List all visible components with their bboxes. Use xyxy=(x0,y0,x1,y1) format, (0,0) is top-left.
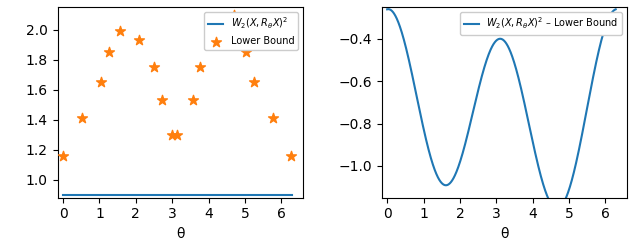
$W_2(X, R_\theta X)^2$ xyxy=(288,193,296,196)
Lower Bound xyxy=(167,133,177,137)
$W_2(X, R_\theta X)^2$ xyxy=(199,193,207,196)
$W_2(X, R_\theta X)^2$ – Lower Bound xyxy=(562,197,570,200)
$W_2(X, R_\theta X)^2$ xyxy=(266,193,274,196)
$W_2(X, R_\theta X)^2$ – Lower Bound xyxy=(476,82,484,85)
$W_2(X, R_\theta X)^2$ – Lower Bound xyxy=(566,185,574,188)
$W_2(X, R_\theta X)^2$ xyxy=(60,193,67,196)
Legend: $W_2(X, R_\theta X)^2$, Lower Bound: $W_2(X, R_\theta X)^2$, Lower Bound xyxy=(205,12,298,50)
$W_2(X, R_\theta X)^2$ xyxy=(195,193,203,196)
$W_2(X, R_\theta X)^2$ xyxy=(60,193,68,196)
$W_2(X, R_\theta X)^2$ – Lower Bound xyxy=(383,8,391,11)
Lower Bound xyxy=(172,133,182,137)
Lower Bound xyxy=(241,50,251,54)
$W_2(X, R_\theta X)^2$ – Lower Bound xyxy=(484,55,492,58)
Lower Bound xyxy=(211,38,221,42)
$W_2(X, R_\theta X)^2$ – Lower Bound xyxy=(385,8,392,11)
Lower Bound xyxy=(195,65,205,69)
Lower Bound xyxy=(104,50,114,54)
Lower Bound xyxy=(58,154,68,158)
X-axis label: θ: θ xyxy=(500,227,509,241)
$W_2(X, R_\theta X)^2$ – Lower Bound xyxy=(540,187,548,189)
Lower Bound xyxy=(149,65,159,69)
Legend: $W_2(X, R_\theta X)^2$ – Lower Bound: $W_2(X, R_\theta X)^2$ – Lower Bound xyxy=(460,12,622,35)
Line: $W_2(X, R_\theta X)^2$ – Lower Bound: $W_2(X, R_\theta X)^2$ – Lower Bound xyxy=(387,9,616,208)
$W_2(X, R_\theta X)^2$ – Lower Bound xyxy=(407,67,415,70)
$W_2(X, R_\theta X)^2$ xyxy=(252,193,259,196)
Lower Bound xyxy=(229,13,239,17)
Lower Bound xyxy=(188,98,198,102)
Lower Bound xyxy=(115,29,125,33)
Lower Bound xyxy=(96,80,106,84)
$W_2(X, R_\theta X)^2$ – Lower Bound xyxy=(553,207,561,210)
Lower Bound xyxy=(248,80,259,84)
Lower Bound xyxy=(268,116,278,120)
Lower Bound xyxy=(77,116,87,120)
X-axis label: θ: θ xyxy=(176,227,184,241)
Lower Bound xyxy=(134,38,144,42)
$W_2(X, R_\theta X)^2$ – Lower Bound xyxy=(612,8,620,11)
$W_2(X, R_\theta X)^2$ xyxy=(195,193,202,196)
Lower Bound xyxy=(286,154,296,158)
Lower Bound xyxy=(157,98,167,102)
